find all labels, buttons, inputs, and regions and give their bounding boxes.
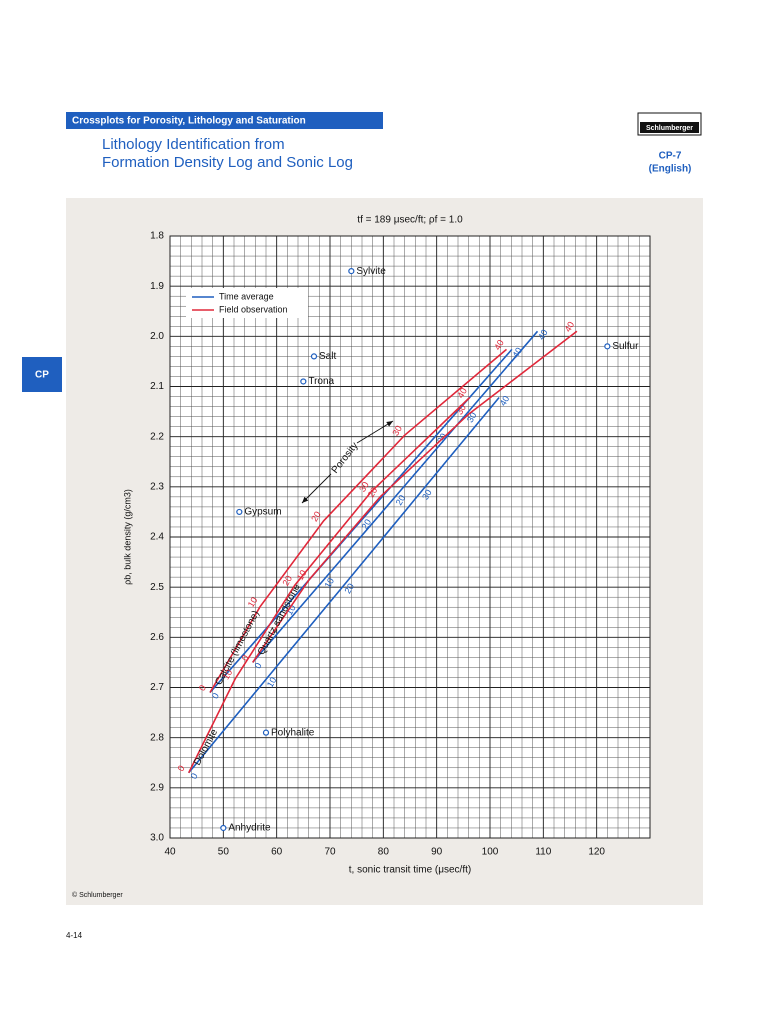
x-tick-label: 120 bbox=[588, 847, 605, 858]
mineral-point bbox=[348, 268, 355, 275]
field-observation-curve bbox=[209, 348, 508, 693]
time-average-line bbox=[209, 348, 513, 694]
x-tick-label: 110 bbox=[535, 847, 551, 858]
y-tick-label: 2.3 bbox=[150, 481, 164, 492]
porosity-label: 10 bbox=[246, 595, 260, 609]
chart-title: tf = 189 μsec/ft; ρf = 1.0 bbox=[357, 215, 463, 226]
y-tick-label: 1.9 bbox=[150, 281, 164, 292]
porosity-label: 20 bbox=[394, 493, 408, 507]
porosity-label: 10 bbox=[265, 675, 279, 689]
mineral-label: Gypsum bbox=[244, 507, 281, 518]
page-title: Formation Density Log and Sonic Log bbox=[102, 154, 353, 171]
side-tab bbox=[22, 357, 62, 392]
porosity-label: 0 bbox=[240, 653, 251, 662]
mineral-label: Sylvite bbox=[356, 266, 386, 277]
y-tick-label: 2.7 bbox=[150, 682, 164, 693]
y-tick-label: 1.8 bbox=[150, 231, 164, 242]
chart-code: CP-7 bbox=[659, 151, 682, 162]
y-tick-label: 2.5 bbox=[150, 582, 164, 593]
x-tick-label: 90 bbox=[431, 847, 443, 858]
edition: (English) bbox=[649, 164, 692, 175]
mineral-point bbox=[220, 824, 227, 832]
legend-label: Time average bbox=[219, 291, 274, 301]
legend-box bbox=[186, 288, 308, 318]
page-number: 4-14 bbox=[66, 931, 83, 940]
x-tick-label: 80 bbox=[378, 847, 390, 858]
section-title: Crossplots for Porosity, Lithology and S… bbox=[72, 116, 306, 127]
x-tick-label: 70 bbox=[324, 847, 336, 858]
y-tick-label: 3.0 bbox=[150, 833, 164, 844]
logo-band bbox=[640, 122, 699, 133]
y-tick-label: 2.9 bbox=[150, 782, 164, 793]
porosity-label: 30 bbox=[420, 488, 434, 502]
porosity-label: 0 bbox=[176, 764, 187, 773]
y-axis-label: ρb, bulk density (g/cm3) bbox=[122, 489, 132, 585]
mineral-point bbox=[300, 378, 307, 385]
porosity-label: 20 bbox=[366, 486, 380, 500]
porosity-label: 20 bbox=[280, 574, 294, 588]
mineral-point bbox=[236, 508, 243, 516]
mineral-point bbox=[604, 343, 611, 350]
porosity-label: 40 bbox=[498, 394, 512, 408]
porosity-label: 20 bbox=[342, 582, 356, 596]
porosity-label: 20 bbox=[360, 517, 374, 531]
porosity-label: 10 bbox=[322, 576, 336, 590]
x-tick-label: 40 bbox=[164, 847, 176, 858]
mineral-label: Salt bbox=[319, 351, 336, 362]
porosity-label: 40 bbox=[536, 328, 550, 342]
mineral-label: Polyhalite bbox=[271, 727, 315, 738]
porosity-label: 40 bbox=[563, 320, 577, 334]
porosity-label: 30 bbox=[357, 480, 371, 494]
y-tick-label: 2.6 bbox=[150, 632, 164, 643]
y-tick-label: 2.4 bbox=[150, 532, 164, 543]
mineral-point bbox=[262, 729, 270, 736]
annotation-arrow bbox=[356, 420, 394, 444]
field-observation-curve bbox=[187, 396, 471, 774]
logo: Schlumberger bbox=[646, 125, 693, 132]
mineral-label: Sulfur bbox=[612, 341, 639, 352]
porosity-label: 10 bbox=[221, 668, 235, 682]
chart: 40 50 60 70 80 90 100 110 1201.81.92.02.12.22.32… bbox=[122, 215, 651, 876]
x-tick-label: 100 bbox=[482, 847, 499, 858]
porosity-label: 40 bbox=[510, 346, 524, 360]
porosity-label: 0 bbox=[210, 691, 221, 700]
mineral-label: Trona bbox=[308, 376, 334, 387]
porosity-label: 40 bbox=[492, 338, 506, 352]
time-average-line bbox=[252, 330, 539, 663]
porosity-label: 30 bbox=[454, 403, 468, 417]
porosity-label: 30 bbox=[390, 424, 404, 438]
x-tick-label: 50 bbox=[218, 847, 230, 858]
field-observation-curve bbox=[252, 330, 578, 663]
porosity-label: 0 bbox=[253, 661, 264, 670]
mineral-point bbox=[310, 353, 318, 360]
legend-label: Field observation bbox=[219, 304, 288, 314]
time-average-line bbox=[188, 396, 500, 774]
annotation-arrow bbox=[301, 473, 332, 504]
porosity-label: 0 bbox=[189, 771, 200, 780]
section-bar bbox=[66, 112, 383, 129]
y-tick-label: 2.2 bbox=[150, 431, 164, 442]
page-title: Lithology Identification from bbox=[102, 136, 285, 153]
plot-frame bbox=[169, 235, 651, 839]
porosity-label: 40 bbox=[455, 386, 469, 400]
porosity-label: 0 bbox=[197, 683, 208, 692]
y-tick-label: 2.1 bbox=[150, 381, 164, 392]
x-axis-label: t, sonic transit time (μsec/ft) bbox=[349, 865, 471, 876]
y-tick-label: 2.8 bbox=[150, 732, 164, 743]
y-tick-label: 2.0 bbox=[150, 331, 164, 342]
x-tick-label: 60 bbox=[271, 847, 283, 858]
copyright: © Schlumberger bbox=[72, 891, 123, 899]
side-tab-label: CP bbox=[35, 370, 49, 381]
mineral-label: Anhydrite bbox=[228, 823, 271, 834]
porosity-label: 20 bbox=[309, 510, 323, 524]
